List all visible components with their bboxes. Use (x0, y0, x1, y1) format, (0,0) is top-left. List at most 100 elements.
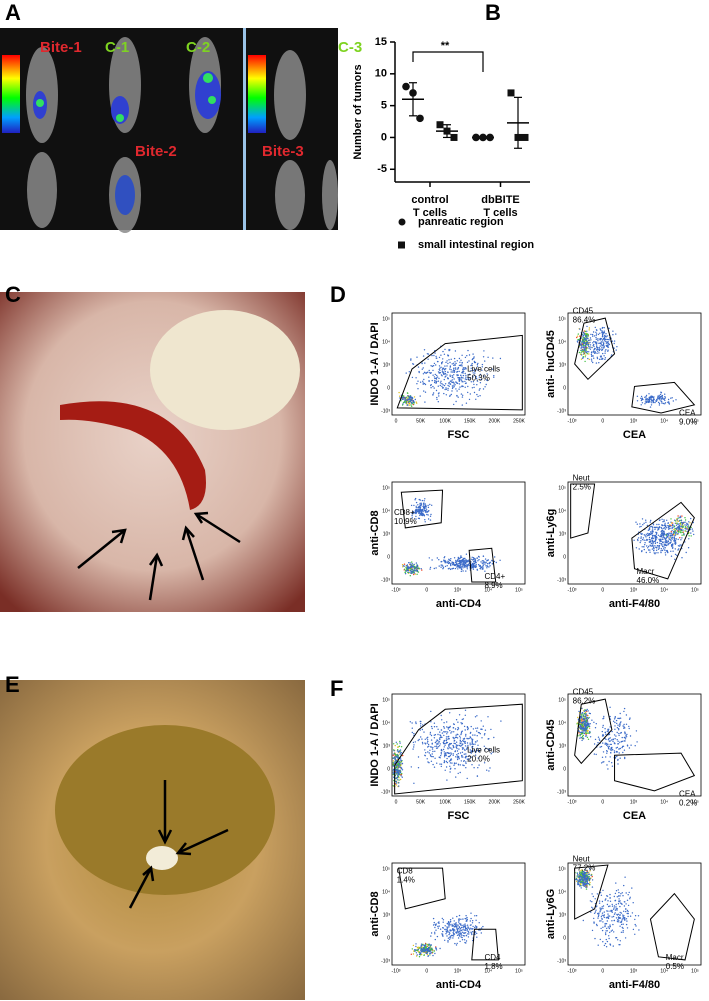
event-dot (447, 941, 449, 943)
event-dot (661, 527, 663, 530)
event-dot (576, 336, 578, 339)
event-dot (620, 902, 622, 904)
event-dot (437, 733, 439, 736)
event-dot (462, 372, 464, 374)
event-dot (395, 768, 398, 771)
event-dot (449, 929, 451, 931)
event-dot (665, 534, 668, 536)
event-dot (452, 371, 454, 373)
event-dot (618, 732, 620, 735)
event-dot (664, 393, 666, 395)
event-dot (477, 744, 479, 746)
event-dot (626, 927, 629, 929)
event-dot (449, 725, 451, 728)
event-dot (463, 764, 465, 767)
event-dot (447, 736, 449, 738)
panel-letter: E (5, 672, 20, 697)
event-dot (422, 510, 424, 513)
event-dot (677, 523, 679, 525)
event-dot (459, 557, 462, 559)
event-dot (454, 364, 456, 367)
legend-label: panreatic region (418, 216, 504, 228)
event-dot (662, 536, 664, 539)
event-dot (591, 929, 594, 932)
event-dot (634, 923, 636, 926)
y-tick-label: 10³ (383, 912, 391, 918)
event-dot (476, 735, 478, 737)
event-dot (452, 386, 454, 389)
event-dot (592, 350, 595, 352)
event-dot (463, 565, 465, 567)
event-dot (602, 337, 605, 340)
event-dot (654, 528, 656, 531)
event-dot (604, 925, 606, 928)
event-dot (476, 775, 479, 777)
event-dot (425, 946, 427, 949)
event-dot (448, 923, 450, 926)
event-dot (476, 749, 478, 752)
event-dot (464, 561, 466, 563)
event-dot (465, 733, 467, 736)
event-dot (584, 868, 586, 870)
event-dot (645, 551, 647, 554)
event-dot (625, 734, 627, 737)
event-dot (401, 398, 403, 401)
event-dot (660, 530, 663, 532)
event-dot (471, 739, 474, 741)
event-dot (595, 329, 598, 331)
x-tick-label: 0 (395, 418, 398, 424)
event-dot (468, 373, 471, 376)
event-dot (631, 912, 634, 914)
event-dot (650, 545, 652, 547)
event-dot (444, 769, 446, 771)
event-dot (606, 335, 608, 337)
event-dot (589, 870, 591, 872)
event-dot (616, 755, 618, 758)
event-dot (449, 754, 451, 757)
event-dot (468, 737, 470, 740)
event-dot (444, 383, 447, 385)
event-dot (400, 746, 403, 748)
event-dot (424, 749, 426, 751)
event-dot (636, 523, 638, 525)
event-dot (602, 921, 604, 923)
event-dot (621, 926, 623, 929)
event-dot (601, 339, 604, 341)
event-dot (406, 392, 409, 394)
event-dot (446, 752, 449, 754)
event-dot (481, 568, 484, 570)
event-dot (605, 340, 607, 343)
y-tick-label: -10³ (557, 789, 566, 795)
event-dot (680, 532, 682, 534)
event-dot (645, 397, 647, 399)
event-dot (466, 361, 469, 363)
event-dot (628, 718, 631, 720)
event-dot (586, 723, 588, 726)
event-dot (658, 544, 661, 547)
event-dot (434, 757, 436, 759)
event-dot (458, 923, 461, 925)
event-dot (580, 878, 582, 880)
event-dot (664, 399, 666, 402)
event-dot (600, 909, 602, 911)
event-dot (420, 514, 423, 516)
event-dot (603, 715, 605, 718)
event-dot (615, 937, 617, 939)
event-dot (600, 343, 603, 345)
y-tick-label: 10³ (383, 362, 391, 368)
event-dot (487, 356, 489, 358)
event-dot (441, 362, 443, 364)
event-dot (468, 354, 471, 356)
event-dot (589, 348, 592, 350)
gate (574, 698, 613, 765)
event-dot (601, 349, 603, 352)
event-dot (603, 761, 605, 763)
point (514, 133, 522, 141)
event-dot (611, 730, 613, 733)
gate (574, 864, 609, 920)
event-dot (472, 734, 474, 736)
event-dot (656, 399, 658, 401)
event-dot (471, 556, 473, 558)
event-dot (411, 570, 414, 572)
event-dot (683, 533, 685, 535)
